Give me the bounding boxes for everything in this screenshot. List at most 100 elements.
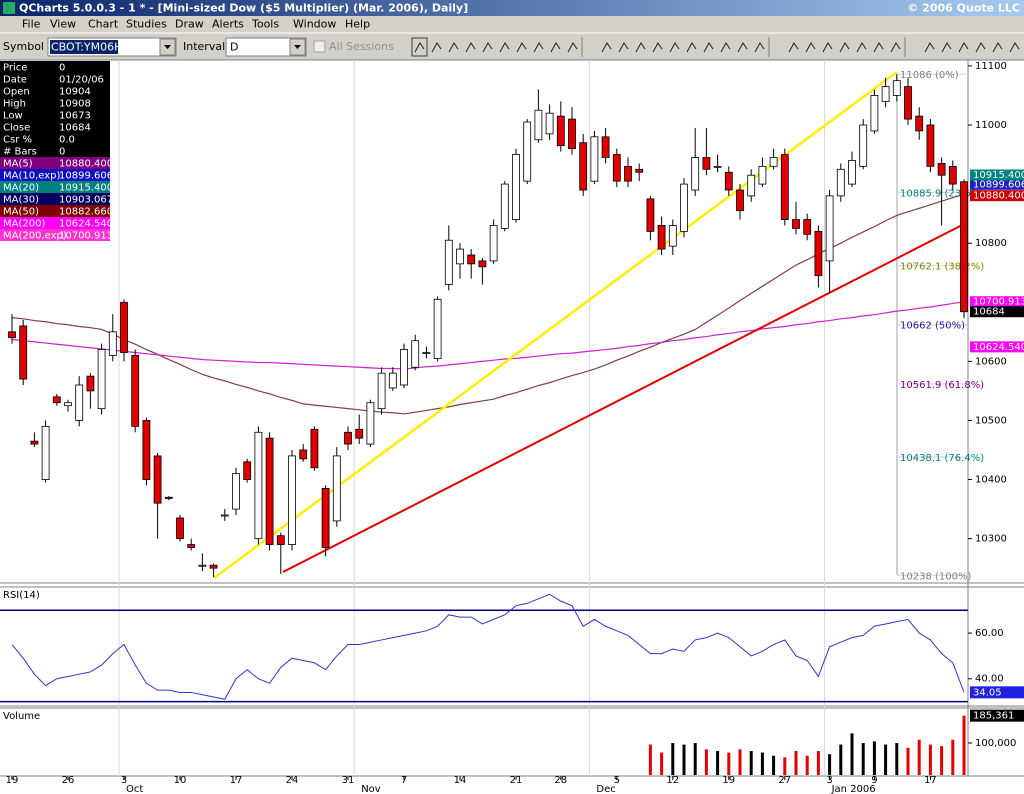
candle-body	[601, 136, 610, 158]
indicator-value: 10880.400	[59, 159, 113, 170]
toolbar-button[interactable]	[463, 38, 478, 56]
moving-average	[11, 193, 965, 415]
toolbar-glyph	[839, 42, 850, 53]
info-value: 10908	[59, 99, 91, 110]
toolbar-button[interactable]	[701, 38, 716, 56]
toolbar-button[interactable]	[480, 38, 495, 56]
candle-body	[792, 219, 800, 229]
toolbar-glyph	[686, 42, 697, 53]
toolbar-button[interactable]	[684, 38, 699, 56]
toolbar-button[interactable]	[854, 38, 869, 56]
value-tag	[970, 296, 1024, 308]
toolbar-button[interactable]	[922, 38, 937, 56]
menu-item[interactable]: File	[22, 18, 41, 31]
toolbar-glyph	[533, 42, 544, 53]
toolbar-button[interactable]	[548, 38, 563, 56]
menu-item[interactable]: Studies	[126, 18, 167, 31]
menu-item[interactable]: Alerts	[212, 18, 244, 31]
volume-bar	[671, 742, 675, 775]
info-value: 0.0	[59, 135, 75, 146]
x-tick-label: 26	[62, 775, 75, 786]
sessions-checkbox[interactable]	[313, 40, 326, 53]
toolbar-button[interactable]	[497, 38, 512, 56]
toolbar-button[interactable]	[599, 38, 614, 56]
fib-label: 11086 (0%)	[900, 70, 959, 81]
candle-body	[691, 157, 700, 191]
candle-body	[243, 461, 252, 480]
candle-body	[881, 86, 890, 102]
toolbar-button[interactable]	[837, 38, 852, 56]
candle-body	[310, 428, 319, 469]
candle-body	[276, 535, 285, 545]
sessions-label[interactable]: All Sessions	[329, 40, 394, 53]
value-tag-label: 10700.913	[973, 297, 1024, 308]
toolbar-button[interactable]	[531, 38, 546, 56]
toolbar-button[interactable]	[973, 38, 988, 56]
candle-body	[769, 157, 778, 167]
info-row	[0, 73, 110, 85]
candle-body	[52, 396, 61, 404]
candle-body	[904, 86, 912, 120]
menu-item[interactable]: Tools	[251, 18, 279, 31]
toolbar-button[interactable]	[718, 38, 733, 56]
toolbar-glyph	[1009, 42, 1020, 53]
candle-body	[960, 181, 968, 313]
candle-body	[444, 239, 453, 285]
toolbar-button[interactable]	[616, 38, 631, 56]
candle-body	[8, 331, 16, 339]
panel-title: Volume	[3, 711, 40, 722]
candle-body	[75, 384, 84, 421]
toolbar-button[interactable]	[446, 38, 461, 56]
volume-bar	[906, 747, 910, 775]
volume-bar	[660, 752, 664, 775]
symbol-value[interactable]: CBOT:YM06H	[51, 41, 122, 54]
x-tick-label: 24	[286, 775, 299, 786]
toolbar-button[interactable]	[429, 38, 444, 56]
candle-body	[321, 488, 330, 548]
toolbar-button[interactable]	[956, 38, 971, 56]
menu-item[interactable]: Chart	[88, 18, 119, 31]
toolbar-button[interactable]	[411, 37, 428, 57]
indicator-value: 10903.067	[59, 195, 113, 206]
candle-body	[209, 564, 218, 569]
menu-item[interactable]: View	[50, 18, 76, 31]
toolbar-button[interactable]	[565, 38, 580, 56]
volume-bar	[727, 752, 731, 775]
x-tick-label: 10	[174, 775, 187, 786]
toolbar-button[interactable]	[667, 38, 682, 56]
menu-item[interactable]: Draw	[175, 18, 204, 31]
indicator-row	[0, 157, 110, 169]
toolbar-button[interactable]	[990, 38, 1005, 56]
indicator-value: 10700.913	[59, 231, 113, 242]
toolbar-glyph	[822, 42, 833, 53]
y-tick-label: 10300	[975, 534, 1007, 545]
volume-bar	[839, 744, 843, 775]
interval-select[interactable]	[225, 37, 307, 57]
toolbar-button[interactable]	[514, 38, 529, 56]
x-tick-label: 19	[722, 775, 735, 786]
volume-bar	[816, 750, 820, 775]
value-tag-label: 10915.400	[973, 170, 1024, 181]
toolbar-button[interactable]	[650, 38, 665, 56]
interval-value[interactable]: D	[230, 41, 238, 54]
toolbar-button[interactable]	[820, 38, 835, 56]
menu-item[interactable]: Window	[293, 18, 336, 31]
toolbar-glyph	[465, 42, 476, 53]
menu-item[interactable]: Help	[345, 18, 370, 31]
info-value: 10673	[59, 111, 91, 122]
toolbar-button[interactable]	[939, 38, 954, 56]
title-bar	[0, 0, 1024, 16]
candle-body	[19, 325, 28, 380]
toolbar-button[interactable]	[633, 38, 648, 56]
value-tag-label: 185,361	[973, 711, 1014, 722]
toolbar-button[interactable]	[752, 38, 767, 56]
indicator-name: MA(50)	[3, 207, 39, 218]
toolbar-button[interactable]	[1007, 38, 1022, 56]
toolbar-button[interactable]	[888, 38, 903, 56]
toolbar-button[interactable]	[871, 38, 886, 56]
candle-body	[153, 455, 162, 504]
indicator-value: 10624.540	[59, 219, 113, 230]
toolbar-button[interactable]	[786, 38, 801, 56]
toolbar-button[interactable]	[735, 38, 750, 56]
toolbar-button[interactable]	[803, 38, 818, 56]
